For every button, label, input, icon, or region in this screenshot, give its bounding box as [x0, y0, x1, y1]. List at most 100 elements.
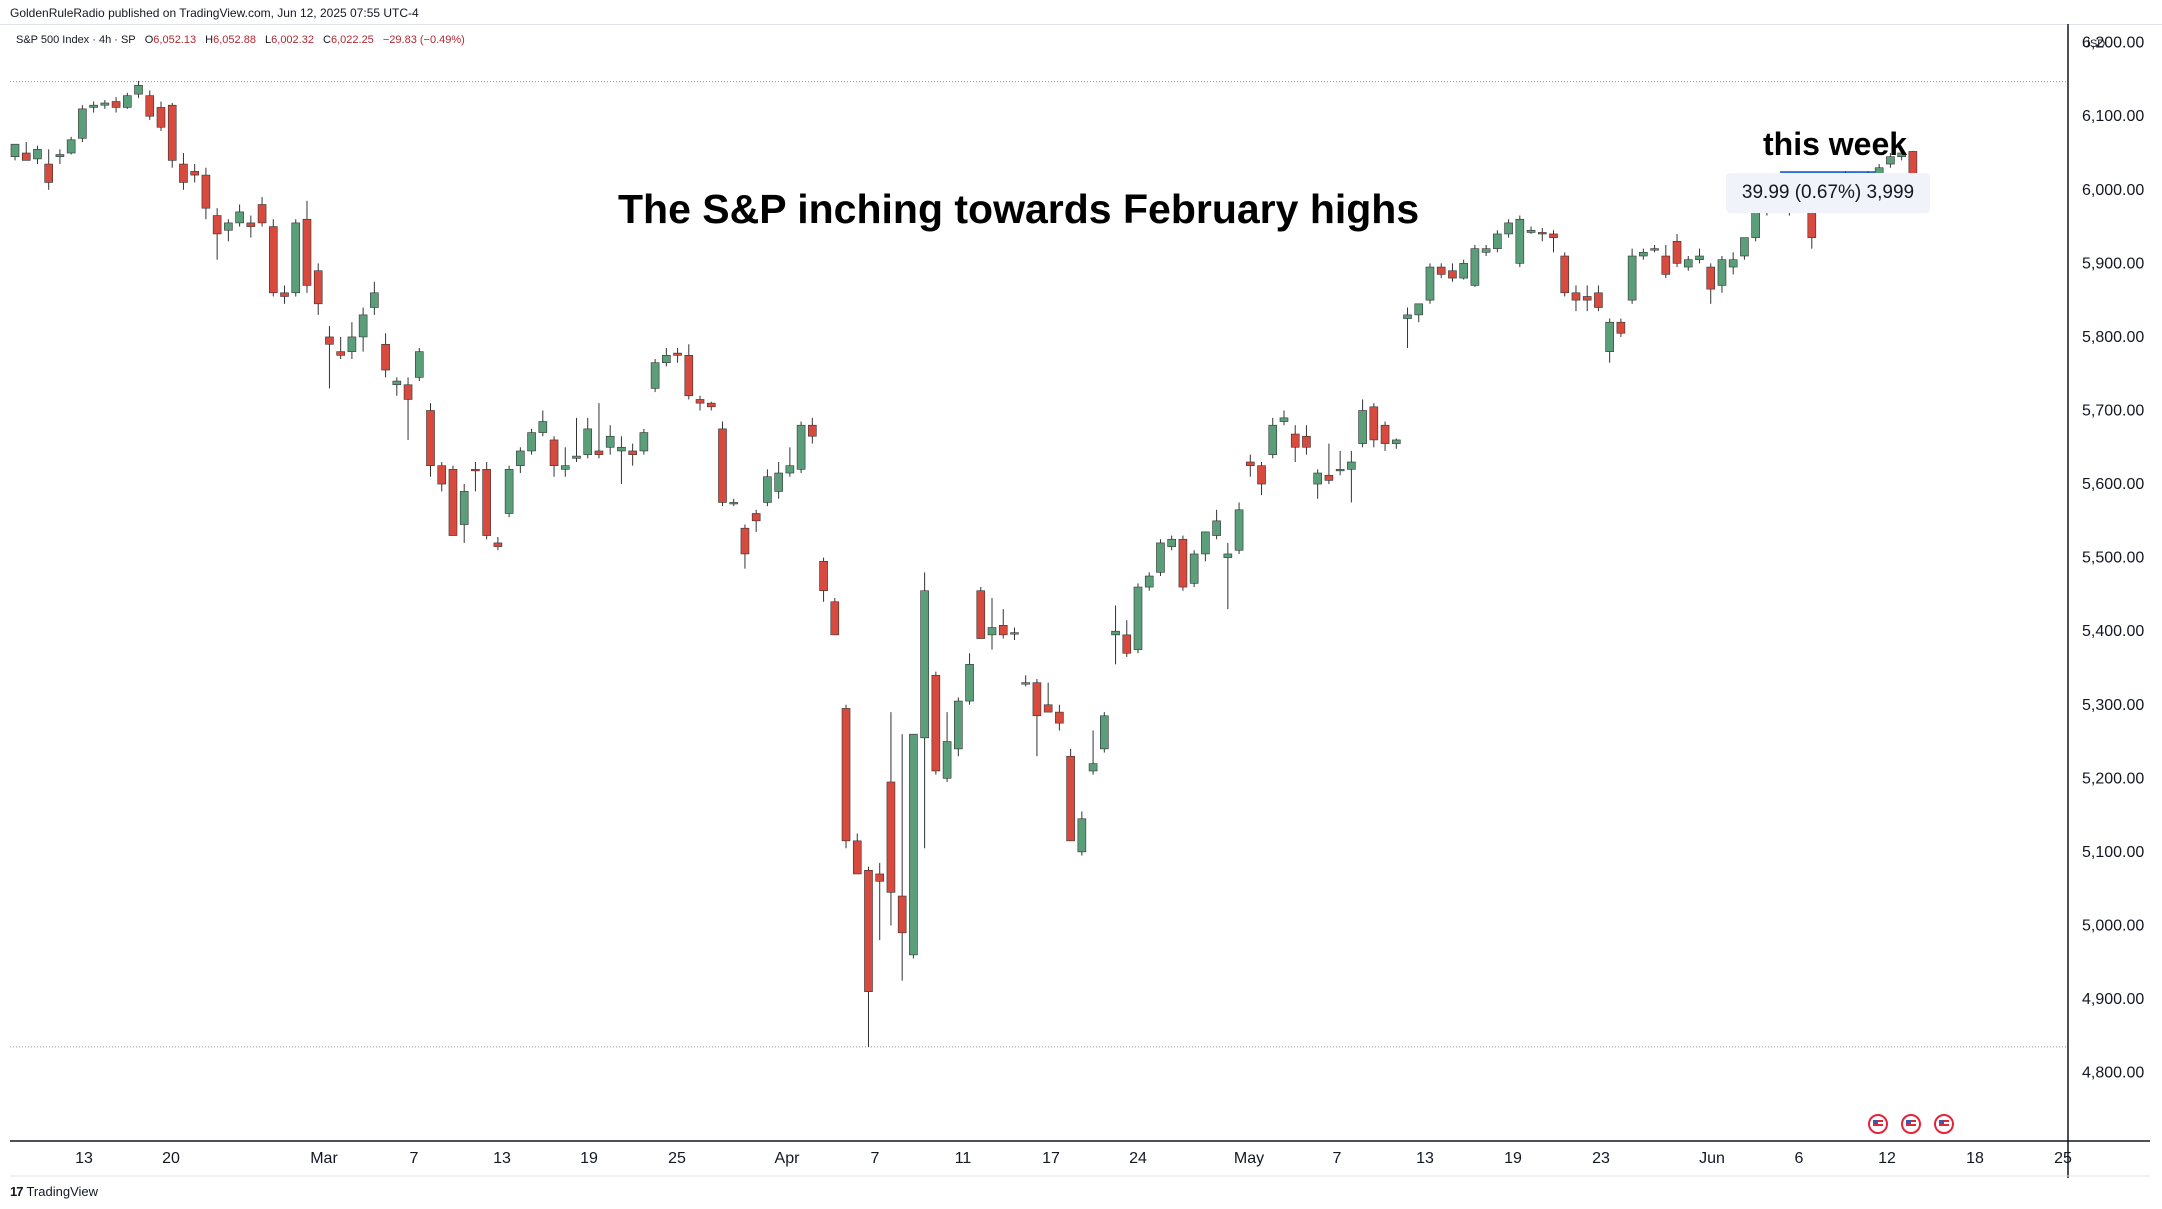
candle-down [864, 869, 873, 992]
time-tick-label: 17 [1042, 1150, 1060, 1167]
candle-down [1369, 406, 1379, 441]
price-tick-label: 5,700.00 [2082, 402, 2144, 419]
candle-down [594, 450, 604, 455]
candle-down [1246, 461, 1255, 466]
candle-up [617, 446, 626, 452]
candle-down [886, 781, 896, 893]
top-border [0, 24, 2162, 25]
candle-up [1639, 252, 1648, 257]
candle-up [1605, 321, 1614, 352]
candle-up [123, 95, 132, 108]
candle-down [1302, 435, 1311, 448]
price-tick-label: 5,400.00 [2082, 623, 2144, 640]
candle-up [1335, 469, 1345, 472]
candle-up [392, 380, 402, 386]
candle-up [796, 424, 806, 470]
candle-up [583, 428, 593, 455]
candle-down [1380, 424, 1390, 444]
low-label: L [265, 34, 272, 46]
candle-up [10, 143, 20, 157]
candle-down [998, 625, 1008, 636]
candle-down [1706, 266, 1716, 290]
candle-down [1436, 266, 1446, 275]
publisher-line: GoldenRuleRadio published on TradingView… [10, 6, 419, 20]
us-flag-icon[interactable] [1901, 1114, 1921, 1134]
candle-up [1886, 156, 1895, 165]
price-tick-label: 5,200.00 [2082, 770, 2144, 787]
candle-down [313, 270, 323, 305]
price-tick-label: 5,300.00 [2082, 697, 2144, 714]
time-tick-label: 7 [410, 1150, 419, 1167]
us-flag-icon[interactable] [1868, 1114, 1888, 1134]
candle-up [358, 314, 368, 338]
candle-down [302, 218, 312, 286]
candle-up [1077, 818, 1087, 853]
candle-down [179, 163, 188, 183]
candle-up [1459, 263, 1468, 279]
time-tick-label: 12 [1878, 1150, 1896, 1167]
candle-down [471, 469, 480, 472]
high-value: 6,052.88 [213, 34, 256, 46]
candle-up [1201, 531, 1210, 555]
candle-up [1167, 538, 1176, 547]
candle-down [1448, 270, 1457, 279]
time-tick-label: 13 [493, 1150, 511, 1167]
candle-down [212, 215, 222, 235]
candle-down [280, 292, 289, 297]
candle-down [190, 171, 199, 176]
candle-up [370, 292, 379, 308]
candle-down [1672, 240, 1682, 264]
price-tick-label: 5,000.00 [2082, 917, 2144, 934]
candle-down [819, 561, 828, 592]
candle-up [224, 222, 233, 231]
time-tick-label: 11 [955, 1150, 972, 1167]
time-tick-label: 13 [1416, 1150, 1434, 1167]
candle-down [1066, 755, 1075, 842]
candle-down [1582, 296, 1592, 301]
candle-down [841, 708, 851, 842]
this-week-annotation[interactable]: this week [1763, 126, 1908, 162]
candle-up [1144, 575, 1154, 588]
candle-up [1279, 417, 1289, 422]
candle-up [1189, 553, 1199, 584]
candle-down [1571, 292, 1581, 301]
time-tick-label: 20 [162, 1150, 180, 1167]
candle-up [1021, 682, 1031, 685]
candle-down [1043, 704, 1053, 713]
candle-down [684, 355, 694, 397]
price-tick-label: 5,100.00 [2082, 844, 2144, 861]
candle-up [1740, 237, 1749, 257]
brand-name: TradingView [26, 1184, 99, 1199]
currency-label[interactable]: USD [2082, 38, 2106, 50]
candle-up [78, 108, 87, 139]
tradingview-brand[interactable]: 17 TradingView [10, 1184, 98, 1199]
candle-down [426, 410, 435, 466]
candle-down [1290, 433, 1300, 448]
headline-annotation[interactable]: The S&P inching towards February highs [618, 186, 1420, 232]
candle-up [1526, 229, 1536, 233]
candles [10, 80, 1918, 1047]
candle-down [931, 675, 941, 772]
candle-down [1537, 232, 1547, 235]
candle-down [381, 343, 390, 371]
candle-down [246, 222, 256, 227]
us-flag-icon[interactable] [1934, 1114, 1954, 1134]
time-tick-label: 7 [871, 1150, 880, 1167]
candle-down [1257, 465, 1266, 485]
price-tick-label: 6,000.00 [2082, 182, 2144, 199]
candle-up [1695, 255, 1704, 260]
candle-down [403, 384, 413, 400]
measure-label[interactable]: 39.99 (0.67%) 3,999 [1726, 173, 1930, 213]
candle-down [44, 163, 53, 183]
candle-up [1425, 266, 1435, 301]
symbol-legend[interactable]: S&P 500 Index · 4h · SP O6,052.13 H6,052… [16, 34, 465, 46]
candle-down [740, 527, 750, 555]
time-tick-label: 13 [75, 1150, 93, 1167]
symbol-label: S&P 500 Index · 4h · SP [16, 34, 136, 46]
candle-up [1313, 472, 1322, 485]
candle-up [954, 700, 963, 750]
candle-up [1717, 259, 1727, 286]
open-label: O [144, 34, 154, 46]
candle-up [774, 472, 783, 492]
